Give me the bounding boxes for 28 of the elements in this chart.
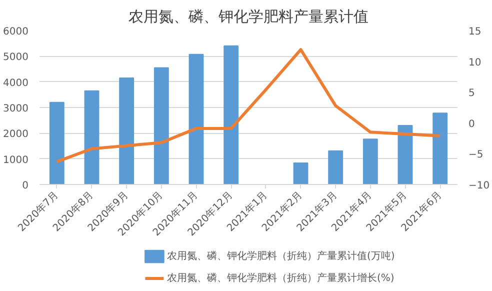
y-tick-label: 0 [22,180,29,192]
bar [49,102,64,184]
chart-title: 农用氮、磷、钾化学肥料产量累计值 [128,8,368,26]
y2-tick-label: −10 [468,180,490,192]
bar [328,150,344,184]
y-tick-label: 4000 [3,78,29,89]
y-tick-label: 1000 [3,154,29,166]
y2-tick-label: 10 [468,57,482,68]
bar [293,162,308,184]
bar [154,67,169,184]
legend-label: 农用氮、磷、钾化学肥料（折纯）产量累计增长(%) [166,272,394,284]
bar [84,90,100,184]
bar [362,138,378,184]
y2-tick-label: 5 [468,88,475,100]
y2-tick-label: 0 [468,118,475,130]
line-series [55,48,442,164]
y2-tick-label: −5 [468,150,484,161]
y-tick-label: 2000 [3,129,29,140]
y-tick-label: 6000 [3,26,29,38]
y-tick-label: 3000 [3,104,29,114]
y-tick-label: 5000 [3,52,29,64]
y2-tick-label: 15 [468,26,482,38]
bar [398,124,413,184]
bar [119,77,134,184]
legend-label: 农用氮、磷、钾化学肥料（折纯）产量累计值(万吨) [166,250,395,262]
bar [224,45,239,184]
bar [432,112,448,184]
bar [188,54,204,184]
